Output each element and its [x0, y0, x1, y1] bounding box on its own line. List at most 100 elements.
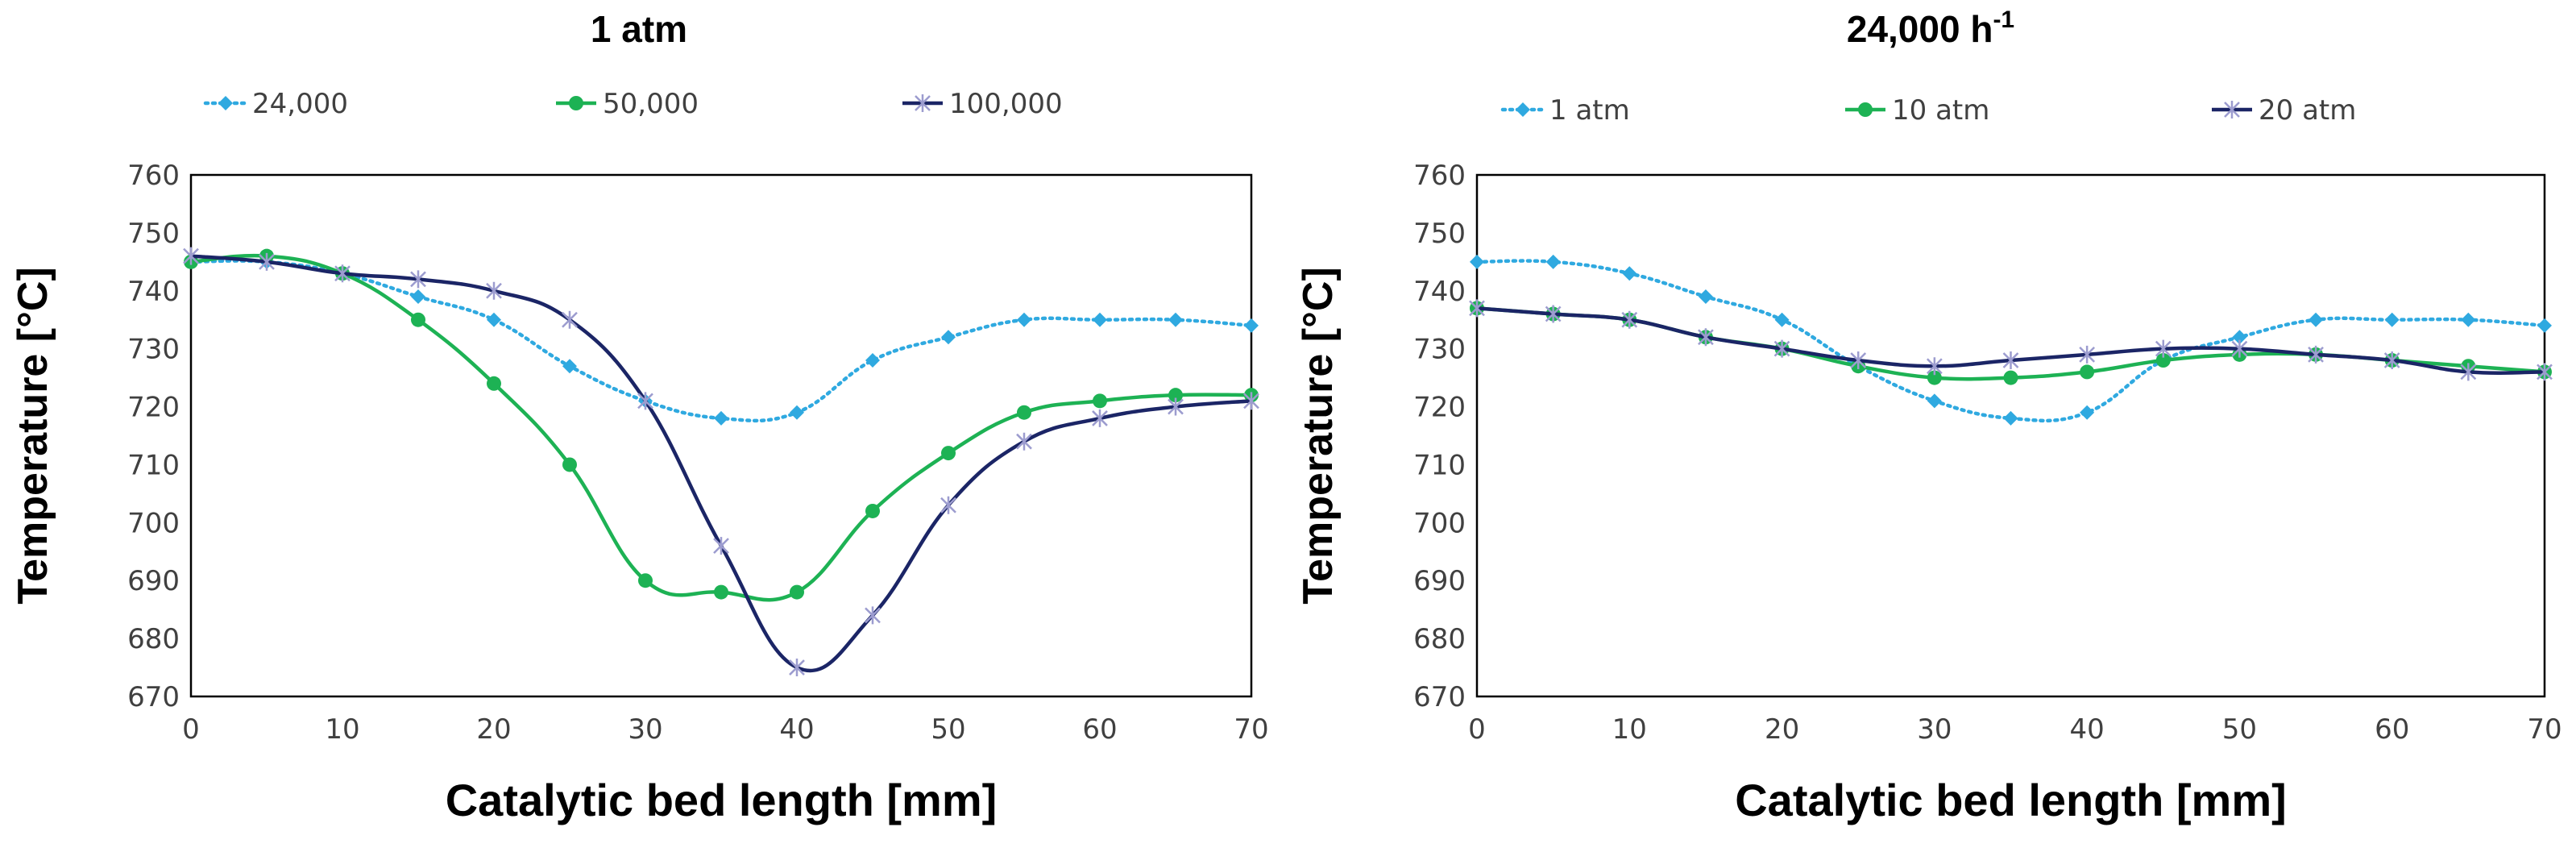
data-point — [562, 310, 578, 329]
data-point — [1469, 299, 1485, 318]
data-point — [865, 606, 881, 625]
data-point — [2080, 364, 2095, 380]
legend-marker — [1858, 102, 1873, 117]
data-point — [1698, 328, 1714, 347]
y-tick-label: 710 — [127, 449, 180, 481]
plot-area-frame — [1475, 173, 2546, 698]
y-tick-label: 680 — [127, 623, 180, 655]
y-tick-label: 750 — [1413, 218, 1466, 250]
data-point — [1470, 254, 1484, 269]
data-point — [259, 252, 275, 271]
legend-entry: 24,000 — [203, 88, 348, 120]
legend-entry: 10 atm — [1845, 94, 1989, 127]
data-point — [1622, 266, 1637, 281]
data-point — [714, 584, 728, 600]
y-axis-title: Temperature [°C] — [1295, 267, 1342, 605]
y-axis-title: Temperature [°C] — [10, 267, 56, 605]
data-point — [1017, 405, 1031, 420]
y-tick-label: 720 — [127, 392, 180, 424]
data-point — [410, 270, 426, 289]
x-tick-label: 60 — [2375, 713, 2409, 746]
data-point — [411, 312, 425, 327]
data-point — [1244, 318, 1259, 333]
series-line — [190, 254, 1252, 673]
legend-label: 24,000 — [252, 88, 348, 120]
data-point — [1093, 312, 1107, 327]
data-point — [1774, 312, 1790, 327]
data-point — [2155, 339, 2172, 358]
data-point — [637, 392, 653, 410]
legend-marker — [915, 94, 931, 112]
data-point — [2231, 339, 2248, 358]
data-point — [1243, 392, 1259, 410]
x-tick-label: 20 — [476, 713, 511, 746]
data-point — [487, 376, 501, 391]
data-point — [562, 359, 577, 374]
x-tick-label: 0 — [182, 713, 200, 746]
chart-title-superscript: -1 — [1993, 6, 2014, 33]
data-point — [790, 405, 804, 420]
chart-title: 24,000 h-1 — [1847, 6, 2014, 50]
data-point — [1927, 393, 1942, 409]
data-point — [1168, 388, 1183, 403]
y-tick-label: 670 — [127, 681, 180, 713]
y-tick-label: 720 — [1413, 392, 1466, 424]
y-tick-label: 760 — [127, 160, 180, 192]
y-tick-label: 700 — [127, 507, 180, 539]
data-point — [183, 247, 199, 265]
x-tick-label: 50 — [931, 713, 965, 746]
data-point — [2308, 345, 2324, 364]
data-point — [940, 496, 956, 514]
series-line — [190, 253, 1252, 602]
data-point — [1927, 370, 1942, 385]
series-line — [189, 259, 1254, 423]
data-point — [1850, 351, 1867, 370]
data-point — [941, 330, 956, 345]
data-point — [2003, 370, 2018, 385]
legend-entry: 100,000 — [902, 88, 1063, 120]
data-point — [1698, 289, 1713, 304]
y-tick-label: 740 — [127, 276, 180, 308]
data-point — [1926, 357, 1943, 376]
x-tick-label: 10 — [1612, 713, 1647, 746]
data-point — [2384, 312, 2400, 327]
data-point — [1093, 393, 1107, 409]
data-point — [1016, 432, 1032, 451]
x-tick-label: 40 — [779, 713, 814, 746]
data-point — [865, 353, 880, 368]
data-point — [1773, 339, 1790, 358]
data-point — [2079, 345, 2096, 364]
legend-label: 1 atm — [1549, 94, 1630, 127]
data-point — [2003, 410, 2018, 426]
legend-entry: 50,000 — [556, 88, 699, 120]
chart-2: 24,000 h-1670680690700710720730740750760… — [1295, 6, 2562, 825]
data-point — [2537, 363, 2553, 381]
y-tick-label: 730 — [1413, 334, 1466, 366]
series-20-atm — [1469, 299, 2553, 381]
x-tick-label: 70 — [1234, 713, 1268, 746]
y-tick-label: 740 — [1413, 276, 1466, 308]
data-point — [2308, 312, 2324, 327]
data-point — [334, 264, 351, 283]
data-point — [2537, 318, 2552, 333]
series-100-000 — [183, 247, 1259, 677]
data-point — [1092, 409, 1108, 427]
legend-label: 20 atm — [2259, 94, 2356, 127]
data-point — [2002, 351, 2019, 370]
chart-1: 1 atm 670 680 690 700 710 720 730 740 750 760 0 10 20… — [10, 8, 1269, 825]
y-tick-label: 750 — [127, 218, 180, 250]
x-tick-label: 40 — [2070, 713, 2105, 746]
y-tick-label: 690 — [1413, 565, 1466, 597]
data-point — [486, 281, 502, 300]
legend-marker — [218, 96, 233, 110]
y-tick-label: 760 — [1413, 160, 1466, 192]
x-tick-label: 30 — [1917, 713, 1952, 746]
data-point — [865, 503, 880, 518]
data-point — [714, 410, 728, 426]
x-tick-label: 60 — [1082, 713, 1117, 746]
legend-label: 50,000 — [603, 88, 699, 120]
data-point — [789, 659, 805, 677]
data-point — [487, 312, 501, 327]
data-point — [411, 289, 425, 304]
